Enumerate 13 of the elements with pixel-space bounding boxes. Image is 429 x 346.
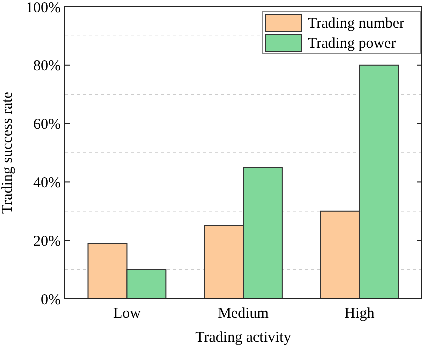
y-tick-label: 20% [34, 234, 61, 250]
legend-label: Trading number [308, 16, 405, 32]
y-axis-title: Trading success rate [0, 92, 16, 214]
x-axis-title: Trading activity [196, 330, 292, 346]
y-tick-label: 100% [26, 0, 61, 16]
y-tick-label: 40% [34, 175, 61, 192]
y-tick-label: 80% [34, 58, 61, 75]
x-tick-label: Medium [218, 306, 270, 322]
x-tick-label: Low [113, 306, 142, 322]
y-tick-label: 0% [41, 292, 61, 308]
legend-label: Trading power [308, 36, 396, 52]
y-tick-label: 60% [34, 117, 61, 134]
x-tick-label: High [344, 306, 376, 322]
